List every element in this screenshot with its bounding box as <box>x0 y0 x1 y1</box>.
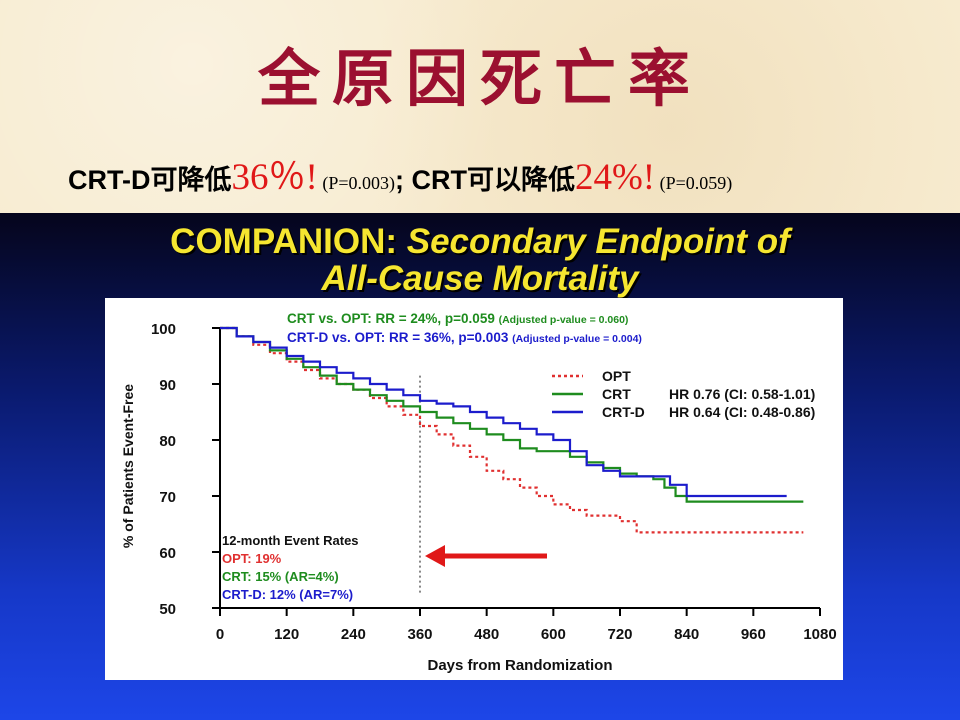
y-tick-label: 80 <box>159 433 176 450</box>
x-tick-label: 120 <box>274 626 299 643</box>
legend-hr: HR 0.64 (CI: 0.48-0.86) <box>669 404 815 420</box>
x-tick-label: 960 <box>741 626 766 643</box>
legend: OPT CRT HR 0.76 (CI: 0.58-1.01) CRT-D HR 0.6… <box>552 368 815 420</box>
slide-title-a: COMPANION: <box>170 222 407 261</box>
x-axis-ticks: 0 120 240 360 480 600 720 840 960 1080 <box>216 608 837 643</box>
y-tick-label: 90 <box>159 377 176 394</box>
stats-line: CRT-D vs. OPT: RR = 36%, p=0.003 (Adjust… <box>287 330 642 345</box>
subtitle-p2: (P=0.059) <box>655 173 733 193</box>
legend-label: CRT <box>602 386 631 402</box>
x-tick-label: 240 <box>341 626 366 643</box>
series-line-opt <box>220 326 804 534</box>
legend-label: OPT <box>602 368 631 384</box>
subtitle-value2: 24%! <box>574 157 656 198</box>
legend-hr: HR 0.76 (CI: 0.58-1.01) <box>669 386 815 402</box>
event-rates-title: 12-month Event Rates <box>222 533 359 548</box>
event-rate-row: CRT: 15% (AR=4%) <box>222 569 339 584</box>
y-tick-label: 60 <box>159 545 176 562</box>
legend-label: CRT-D <box>602 404 645 420</box>
page-title: 全原因死亡率 <box>257 42 702 115</box>
header-area <box>0 0 960 213</box>
x-tick-label: 480 <box>474 626 499 643</box>
x-axis-label: Days from Randomization <box>427 657 612 674</box>
y-axis-ticks: 50 60 70 80 90 100 <box>151 321 220 618</box>
event-rates-box: 12-month Event Rates OPT: 19% CRT: 15% (AR… <box>222 533 359 602</box>
y-tick-label: 50 <box>159 601 176 618</box>
slide-title-line2: All-Cause Mortality <box>321 259 639 298</box>
x-tick-label: 360 <box>407 626 432 643</box>
stats-annotation: CRT vs. OPT: RR = 24%, p=0.059 (Adjusted… <box>287 311 642 345</box>
stats-line: CRT vs. OPT: RR = 24%, p=0.059 (Adjusted… <box>287 311 628 326</box>
subtitle-sep: ; CRT可以降低 <box>394 165 575 195</box>
x-tick-label: 720 <box>607 626 632 643</box>
subtitle-p1: (P=0.003) <box>317 173 395 193</box>
chart-svg: 50 60 70 80 90 100 0 120 240 360 480 600 720 840 960 1… <box>120 311 837 674</box>
subtitle-part1: CRT-D可降低 <box>68 165 232 195</box>
x-tick-label: 1080 <box>803 626 836 643</box>
x-tick-label: 840 <box>674 626 699 643</box>
event-rate-row: CRT-D: 12% (AR=7%) <box>222 587 353 602</box>
red-arrow <box>425 545 547 567</box>
y-tick-label: 70 <box>159 489 176 506</box>
event-rate-row: OPT: 19% <box>222 551 282 566</box>
x-tick-label: 600 <box>541 626 566 643</box>
y-tick-label: 100 <box>151 321 176 338</box>
slide-title-b: Secondary Endpoint of <box>406 222 790 261</box>
subtitle-value1: 36％! <box>231 157 318 198</box>
plot-frame <box>219 328 820 609</box>
subtitle: CRT-D可降低36％! (P=0.003); CRT可以降低24%! (P=0… <box>68 146 732 200</box>
x-tick-label: 0 <box>216 626 224 643</box>
chart-panel: 50 60 70 80 90 100 0 120 240 360 480 600 720 840 960 1… <box>105 298 843 680</box>
series-line-crt-d <box>220 326 787 498</box>
slide-title: COMPANION: Secondary Endpoint of All-Cau… <box>0 223 960 297</box>
series-lines <box>220 326 804 534</box>
y-axis-label: % of Patients Event-Free <box>120 384 136 548</box>
